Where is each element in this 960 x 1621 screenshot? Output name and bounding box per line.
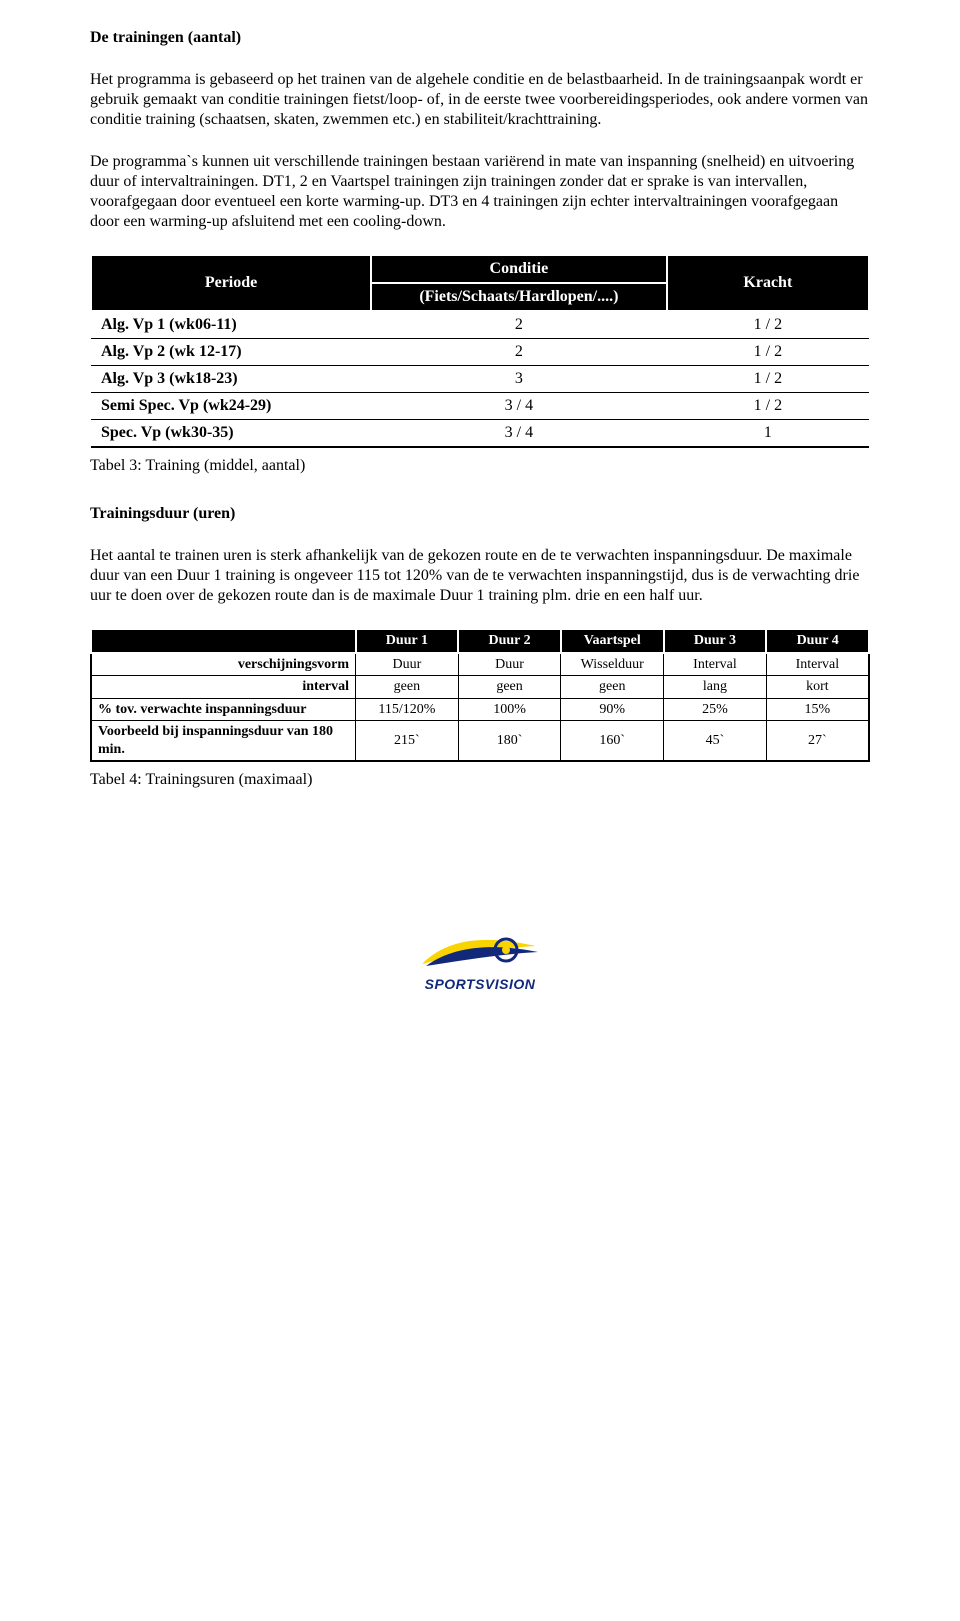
t3-header-conditie-sub: (Fiets/Schaats/Hardlopen/....) xyxy=(371,283,667,311)
t4-cell: lang xyxy=(664,676,767,699)
table-row: % tov. verwachte inspanningsduur115/120%… xyxy=(91,698,869,721)
t4-header: Vaartspel xyxy=(561,629,664,653)
table3-caption: Tabel 3: Training (middel, aantal) xyxy=(90,456,870,476)
t3-row-kracht: 1 / 2 xyxy=(667,339,869,366)
t4-row-label: Voorbeeld bij inspanningsduur van 180 mi… xyxy=(91,721,356,762)
table-row: intervalgeengeengeenlangkort xyxy=(91,676,869,699)
t4-cell: geen xyxy=(561,676,664,699)
t3-row-conditie: 3 / 4 xyxy=(371,393,667,420)
t4-cell: Interval xyxy=(664,653,767,676)
t4-header: Duur 1 xyxy=(356,629,459,653)
table-row: Spec. Vp (wk30-35)3 / 41 xyxy=(91,420,869,448)
t3-row-label: Semi Spec. Vp (wk24-29) xyxy=(91,393,371,420)
t4-cell: 90% xyxy=(561,698,664,721)
section1-title: De trainingen (aantal) xyxy=(90,28,870,48)
t4-cell: kort xyxy=(766,676,869,699)
section1-paragraph-2: De programma`s kunnen uit verschillende … xyxy=(90,152,870,232)
logo-icon xyxy=(420,930,540,974)
t4-cell: 115/120% xyxy=(356,698,459,721)
document-page: De trainingen (aantal) Het programma is … xyxy=(0,0,960,1035)
t3-row-label: Alg. Vp 1 (wk06-11) xyxy=(91,311,371,339)
table-row: Semi Spec. Vp (wk24-29)3 / 41 / 2 xyxy=(91,393,869,420)
table-row: verschijningsvormDuurDuurWisselduurInter… xyxy=(91,653,869,676)
training-duration-table: Duur 1Duur 2VaartspelDuur 3Duur 4verschi… xyxy=(90,628,870,762)
section1-paragraph-1: Het programma is gebaseerd op het traine… xyxy=(90,70,870,130)
t3-row-conditie: 3 / 4 xyxy=(371,420,667,448)
training-count-table: PeriodeConditieKracht(Fiets/Schaats/Hard… xyxy=(90,254,870,448)
t4-cell: 160` xyxy=(561,721,664,762)
t4-header: Duur 4 xyxy=(766,629,869,653)
t4-cell: geen xyxy=(356,676,459,699)
t4-header xyxy=(91,629,356,653)
t4-cell: Duur xyxy=(458,653,561,676)
t4-cell: 27` xyxy=(766,721,869,762)
footer-logo-container: SPORTSVISION xyxy=(90,930,870,995)
table4-caption: Tabel 4: Trainingsuren (maximaal) xyxy=(90,770,870,790)
t3-row-label: Alg. Vp 3 (wk18-23) xyxy=(91,366,371,393)
t3-row-conditie: 2 xyxy=(371,311,667,339)
t3-row-kracht: 1 / 2 xyxy=(667,366,869,393)
t4-cell: Duur xyxy=(356,653,459,676)
t4-row-label: verschijningsvorm xyxy=(91,653,356,676)
t4-row-label: % tov. verwachte inspanningsduur xyxy=(91,698,356,721)
t4-cell: 15% xyxy=(766,698,869,721)
t3-header-kracht: Kracht xyxy=(667,255,869,311)
t4-cell: 215` xyxy=(356,721,459,762)
t4-cell: 45` xyxy=(664,721,767,762)
table-row: Voorbeeld bij inspanningsduur van 180 mi… xyxy=(91,721,869,762)
t4-header: Duur 2 xyxy=(458,629,561,653)
table-row: Alg. Vp 2 (wk 12-17)21 / 2 xyxy=(91,339,869,366)
table-row: Alg. Vp 1 (wk06-11)21 / 2 xyxy=(91,311,869,339)
t3-header-conditie: Conditie xyxy=(371,255,667,283)
t4-header: Duur 3 xyxy=(664,629,767,653)
t4-cell: Wisselduur xyxy=(561,653,664,676)
table-row: Alg. Vp 3 (wk18-23)31 / 2 xyxy=(91,366,869,393)
t3-row-label: Spec. Vp (wk30-35) xyxy=(91,420,371,448)
t4-row-label: interval xyxy=(91,676,356,699)
logo-brand-text: SPORTSVISION xyxy=(420,976,540,994)
t4-cell: Interval xyxy=(766,653,869,676)
t4-cell: 25% xyxy=(664,698,767,721)
t3-row-conditie: 2 xyxy=(371,339,667,366)
t4-cell: 100% xyxy=(458,698,561,721)
t3-row-kracht: 1 xyxy=(667,420,869,448)
section2-paragraph-1: Het aantal te trainen uren is sterk afha… xyxy=(90,546,870,606)
t4-cell: geen xyxy=(458,676,561,699)
section2-title: Trainingsduur (uren) xyxy=(90,504,870,524)
t3-row-label: Alg. Vp 2 (wk 12-17) xyxy=(91,339,371,366)
t3-header-periode: Periode xyxy=(91,255,371,311)
t3-row-kracht: 1 / 2 xyxy=(667,393,869,420)
sportsvision-logo: SPORTSVISION xyxy=(420,930,540,994)
t3-row-kracht: 1 / 2 xyxy=(667,311,869,339)
t3-row-conditie: 3 xyxy=(371,366,667,393)
t4-cell: 180` xyxy=(458,721,561,762)
